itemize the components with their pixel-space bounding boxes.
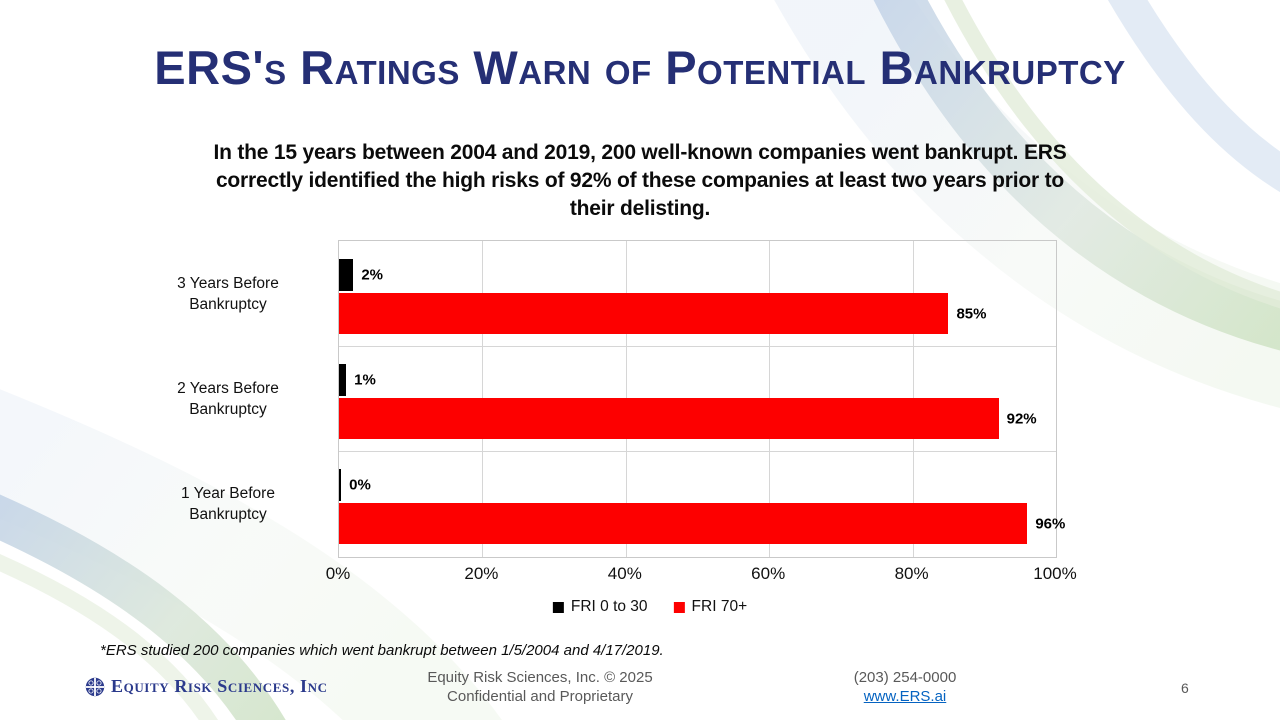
bar-fri-70plus: 96%: [339, 503, 1065, 544]
x-tick: 20%: [464, 564, 499, 583]
footer-phone: (203) 254-0000: [853, 669, 957, 686]
x-tick: 60%: [751, 564, 786, 583]
bar-value-label: 96%: [1035, 515, 1066, 532]
legend-item-fri-0-30: FRI 0 to 30: [552, 598, 648, 616]
x-tick: 80%: [894, 564, 929, 583]
chart-legend: FRI 0 to 30 FRI 70+: [552, 598, 748, 616]
bar-fri-0-30: 1%: [339, 364, 376, 396]
bar-fri-70plus: 92%: [339, 398, 1037, 439]
slide-subtitle: In the 15 years between 2004 and 2019, 2…: [213, 141, 1067, 220]
gridline-horizontal: [339, 346, 1056, 347]
x-tick: 100%: [1033, 564, 1077, 583]
footer-copyright-line2: Confidential and Proprietary: [447, 688, 633, 705]
category-label: 2 Years Before Bankruptcy: [177, 380, 279, 418]
footer-contact: (203) 254-0000 www.ERS.ai: [854, 668, 957, 706]
bar-value-label: 85%: [956, 305, 987, 322]
x-tick: 0%: [325, 564, 351, 583]
page-number: 6: [1181, 680, 1189, 696]
gridline-horizontal: [339, 451, 1056, 452]
chart-row-1-year: 1 Year Before Bankruptcy 0% 96%: [181, 451, 1065, 556]
x-tick: 40%: [607, 564, 642, 583]
bar-value-label: 1%: [354, 371, 376, 389]
bar-value-label: 2%: [361, 266, 384, 284]
chart-row-3-years: 3 Years Before Bankruptcy 2% 85%: [177, 241, 1056, 346]
x-axis: 0% 20% 40% 60% 80% 100%: [326, 564, 1077, 586]
company-logo-icon: [85, 677, 105, 696]
footer-copyright-line1: Equity Risk Sciences, Inc. © 2025: [427, 669, 653, 686]
legend-label: FRI 0 to 30: [570, 598, 648, 615]
slide-title: ERS's Ratings Warn of Potential Bankrupt…: [154, 41, 1126, 94]
footer-copyright: Equity Risk Sciences, Inc. © 2025 Confid…: [427, 668, 652, 706]
company-logo-text: Equity Risk Sciences, Inc: [111, 676, 328, 696]
bar-fri-0-30: 0%: [339, 469, 371, 501]
bar-chart-plot-area: 3 Years Before Bankruptcy 2% 85% 2 Years…: [177, 240, 1065, 558]
legend-label: FRI 70+: [691, 598, 748, 615]
bar-value-label: 92%: [1006, 410, 1037, 427]
legend-swatch-black: [552, 601, 564, 613]
category-label: 3 Years Before Bankruptcy: [177, 275, 279, 313]
legend-swatch-red: [673, 601, 685, 613]
chart-row-2-years: 2 Years Before Bankruptcy 1% 92%: [177, 346, 1056, 451]
legend-item-fri-70plus: FRI 70+: [673, 598, 748, 616]
bar-value-label: 0%: [349, 476, 371, 494]
bar-fri-0-30: 2%: [339, 259, 383, 291]
bar-fri-70plus: 85%: [339, 293, 986, 334]
footnote: *ERS studied 200 companies which went ba…: [100, 642, 664, 659]
category-label: 1 Year Before Bankruptcy: [181, 485, 275, 523]
website-link[interactable]: www.ERS.ai: [863, 688, 947, 705]
company-logo: Equity Risk Sciences, Inc: [85, 676, 328, 697]
